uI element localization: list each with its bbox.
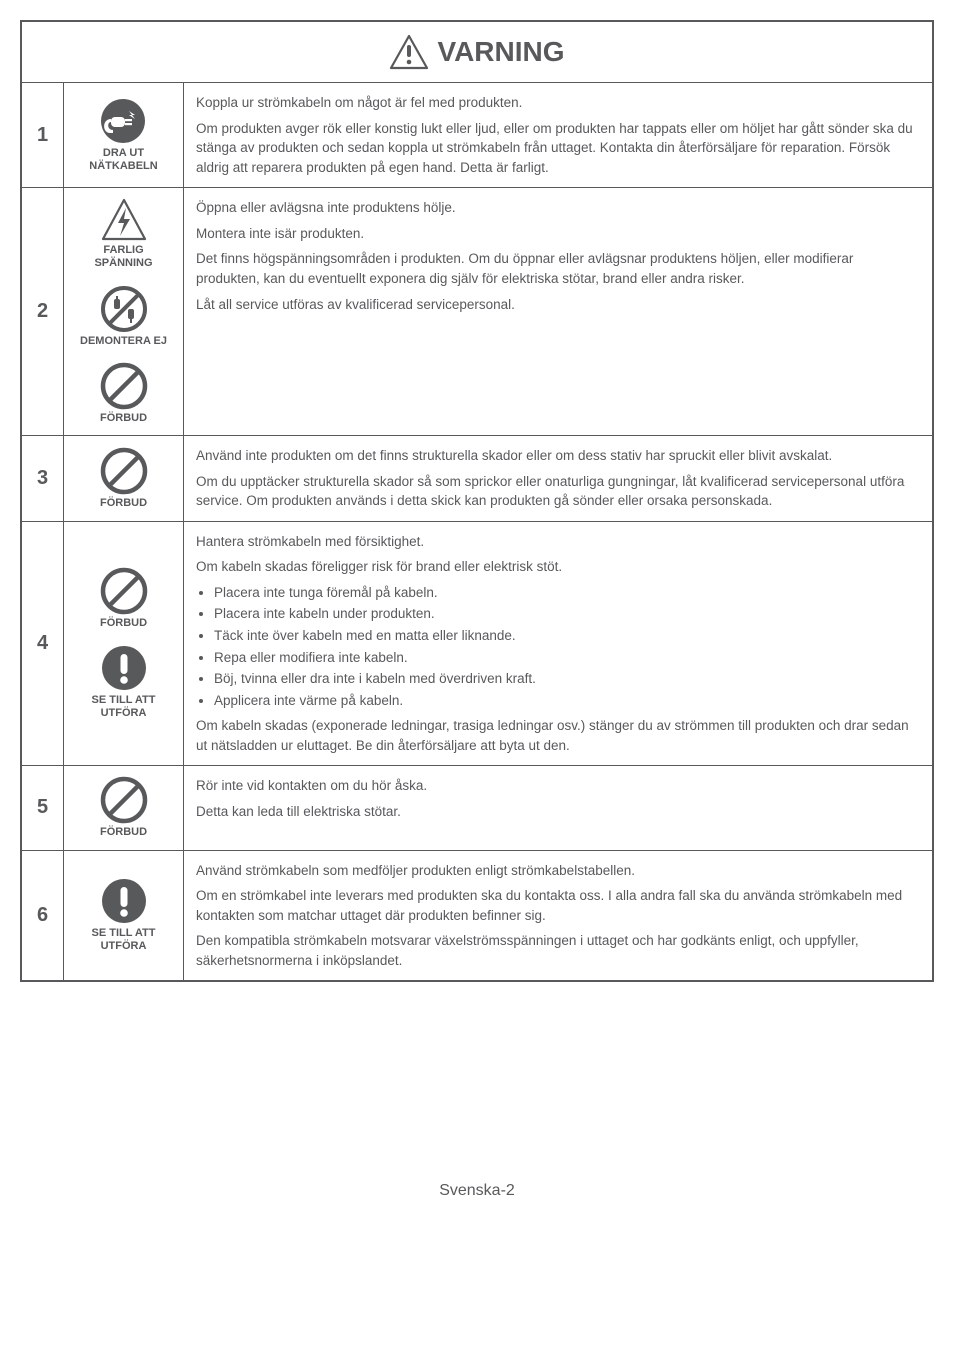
icon-cell: FÖRBUD SE TILL ATTUTFÖRA <box>64 522 184 766</box>
bullet-list: Placera inte tunga föremål på kabeln. Pl… <box>196 583 920 710</box>
page-footer: Svenska-2 <box>20 1182 934 1200</box>
row-number: 4 <box>22 522 64 766</box>
text-cell: Hantera strömkabeln med försiktighet. Om… <box>184 522 932 766</box>
table-row: 4 FÖRBUD SE T <box>22 522 932 767</box>
prohibit-icon <box>100 362 148 410</box>
mandatory-icon <box>100 644 148 692</box>
table-row: 5 FÖRBUD Rör inte vid kontakten om du hö… <box>22 766 932 850</box>
header: VARNING <box>22 22 932 83</box>
icon-label: SE TILL ATTUTFÖRA <box>92 927 156 953</box>
mandatory-icon <box>100 877 148 925</box>
icon-cell: FÖRBUD <box>64 436 184 521</box>
row-number: 6 <box>22 851 64 981</box>
table-row: 6 SE TILL ATTUTFÖRA Använd strömkabeln s… <box>22 851 932 981</box>
icon-label: FARLIGSPÄNNING <box>94 244 152 270</box>
unplug-icon <box>99 97 147 145</box>
prohibit-icon <box>100 447 148 495</box>
text-cell: Rör inte vid kontakten om du hör åska. D… <box>184 766 932 849</box>
table-row: 1 DRA UTNÄTKABELN <box>22 83 932 188</box>
row-number: 3 <box>22 436 64 521</box>
icon-label: FÖRBUD <box>100 617 147 630</box>
row-number: 5 <box>22 766 64 849</box>
prohibit-icon <box>100 567 148 615</box>
icon-label: DEMONTERA EJ <box>80 335 167 348</box>
prohibit-icon <box>100 776 148 824</box>
text-cell: Öppna eller avlägsna inte produktens höl… <box>184 188 932 435</box>
icon-label: FÖRBUD <box>100 826 147 839</box>
warning-table: VARNING 1 DR <box>20 20 934 982</box>
icon-label: FÖRBUD <box>100 412 147 425</box>
table-row: 2 FARLIGSPÄNNING <box>22 188 932 436</box>
row-number: 1 <box>22 83 64 187</box>
text-cell: Använd strömkabeln som medföljer produkt… <box>184 851 932 981</box>
warning-triangle-icon <box>389 34 429 70</box>
no-disassemble-icon <box>100 285 148 333</box>
icon-cell: DRA UTNÄTKABELN <box>64 83 184 187</box>
text-cell: Använd inte produkten om det finns struk… <box>184 436 932 521</box>
icon-cell: SE TILL ATTUTFÖRA <box>64 851 184 981</box>
icon-cell: FÖRBUD <box>64 766 184 849</box>
table-row: 3 FÖRBUD Använd inte produkten om det fi… <box>22 436 932 522</box>
icon-cell: FARLIGSPÄNNING DEMONTERA E <box>64 188 184 435</box>
voltage-icon <box>100 198 148 242</box>
icon-label: FÖRBUD <box>100 497 147 510</box>
row-number: 2 <box>22 188 64 435</box>
icon-label: SE TILL ATTUTFÖRA <box>92 694 156 720</box>
header-title: VARNING <box>437 36 564 68</box>
icon-label: DRA UTNÄTKABELN <box>89 147 157 173</box>
text-cell: Koppla ur strömkabeln om något är fel me… <box>184 83 932 187</box>
